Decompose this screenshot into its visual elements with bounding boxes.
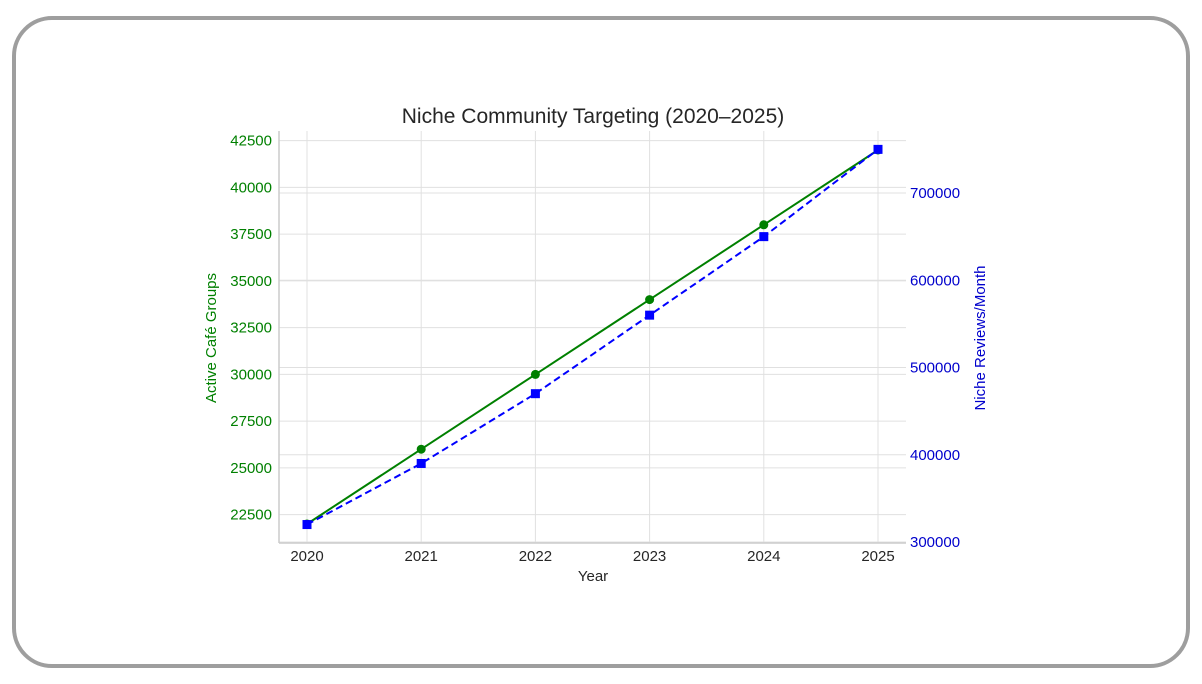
y-tick-label-left: 37500 <box>230 226 272 243</box>
chart-title: Niche Community Targeting (2020–2025) <box>402 105 785 128</box>
labels-layer: Niche Community Targeting (2020–2025) Ye… <box>203 105 989 585</box>
y-tick-label-left: 27500 <box>230 413 272 430</box>
y-tick-label-left: 40000 <box>230 179 272 196</box>
data-point-square <box>416 458 426 468</box>
y-tick-label-right: 600000 <box>910 272 960 289</box>
series-line-reviews <box>306 148 879 526</box>
y-tick-label-left: 35000 <box>230 273 272 290</box>
y-tick-label-right: 500000 <box>910 360 960 377</box>
x-tick-label: 2020 <box>290 548 323 565</box>
x-tick-label: 2021 <box>405 548 438 565</box>
data-point-square <box>645 310 655 320</box>
y-tick-label-left: 30000 <box>230 366 272 383</box>
x-tick-label: 2025 <box>861 548 894 565</box>
x-tick-label: 2022 <box>519 548 552 565</box>
y-axis-label-right: Niche Reviews/Month <box>972 265 989 410</box>
data-point-square <box>302 520 312 530</box>
data-point-circle <box>530 369 540 379</box>
x-tick-label: 2024 <box>747 548 780 565</box>
y-tick-label-right: 400000 <box>910 447 960 464</box>
y-tick-label-left: 22500 <box>230 507 272 524</box>
x-axis-label: Year <box>578 568 608 585</box>
data-point-square <box>759 232 769 242</box>
axes: 2020 2021 2022 2023 2024 2025 22500 25000 27500 3… <box>230 131 960 565</box>
data-point-circle <box>645 295 655 305</box>
grid-lines <box>279 131 906 543</box>
data-point-circle <box>416 444 426 454</box>
x-tick-label: 2023 <box>633 548 666 565</box>
data-point-circle <box>759 220 769 230</box>
data-point-square <box>530 389 540 399</box>
data-point-square <box>873 144 883 154</box>
y-axis-label-left: Active Café Groups <box>203 273 220 403</box>
y-tick-label-left: 32500 <box>230 320 272 337</box>
y-tick-label-left: 25000 <box>230 460 272 477</box>
chart-frame <box>12 16 1190 668</box>
series-line-cafe-groups <box>306 149 879 525</box>
y-tick-label-right: 700000 <box>910 185 960 202</box>
series-layer <box>302 144 883 530</box>
y-tick-label-left: 42500 <box>230 133 272 150</box>
y-tick-label-right: 300000 <box>910 534 960 551</box>
